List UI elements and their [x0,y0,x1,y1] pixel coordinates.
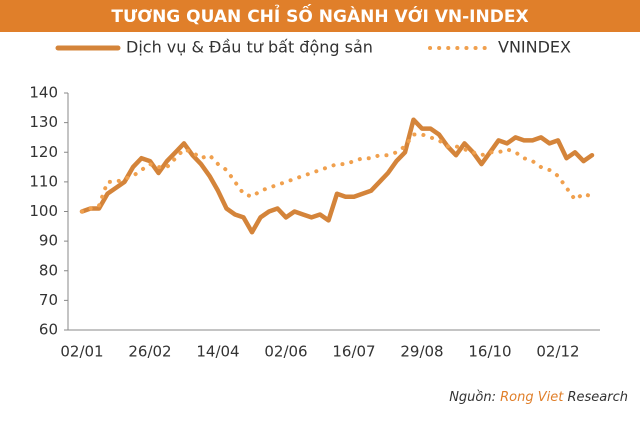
y-tick-label: 80 [39,261,58,279]
source-rest: Research [568,390,629,405]
x-tick-label: 16/10 [468,343,511,361]
y-tick-label: 100 [29,202,58,220]
y-tick-label: 130 [29,113,58,131]
x-tick-label: 14/04 [196,343,239,361]
y-tick-label: 60 [39,321,58,339]
x-tick-label: 02/01 [60,343,103,361]
x-tick-label: 29/08 [400,343,443,361]
title-banner [0,0,640,32]
y-tick-label: 110 [29,172,58,190]
y-tick-label: 140 [29,84,58,102]
source: Nguồn: Rong Viet Research [449,390,628,405]
series-line [79,117,595,235]
source-prefix: Nguồn: [449,390,496,405]
x-tick-label: 16/07 [332,343,375,361]
legend-label: Dịch vụ & Đầu tư bất động sản [126,38,373,57]
y-tick-label: 90 [39,232,58,250]
x-tick-label: 02/12 [536,343,579,361]
chart-title: TƯƠNG QUAN CHỈ SỐ NGÀNH VỚI VN-INDEX [111,3,528,27]
x-tick-label: 26/02 [128,343,171,361]
legend-label: VNINDEX [498,38,571,57]
y-tick-label: 70 [39,291,58,309]
source-brand: Rong Viet [500,390,564,405]
y-tick-label: 120 [29,143,58,161]
series-line [80,132,594,214]
x-tick-label: 02/06 [264,343,307,361]
